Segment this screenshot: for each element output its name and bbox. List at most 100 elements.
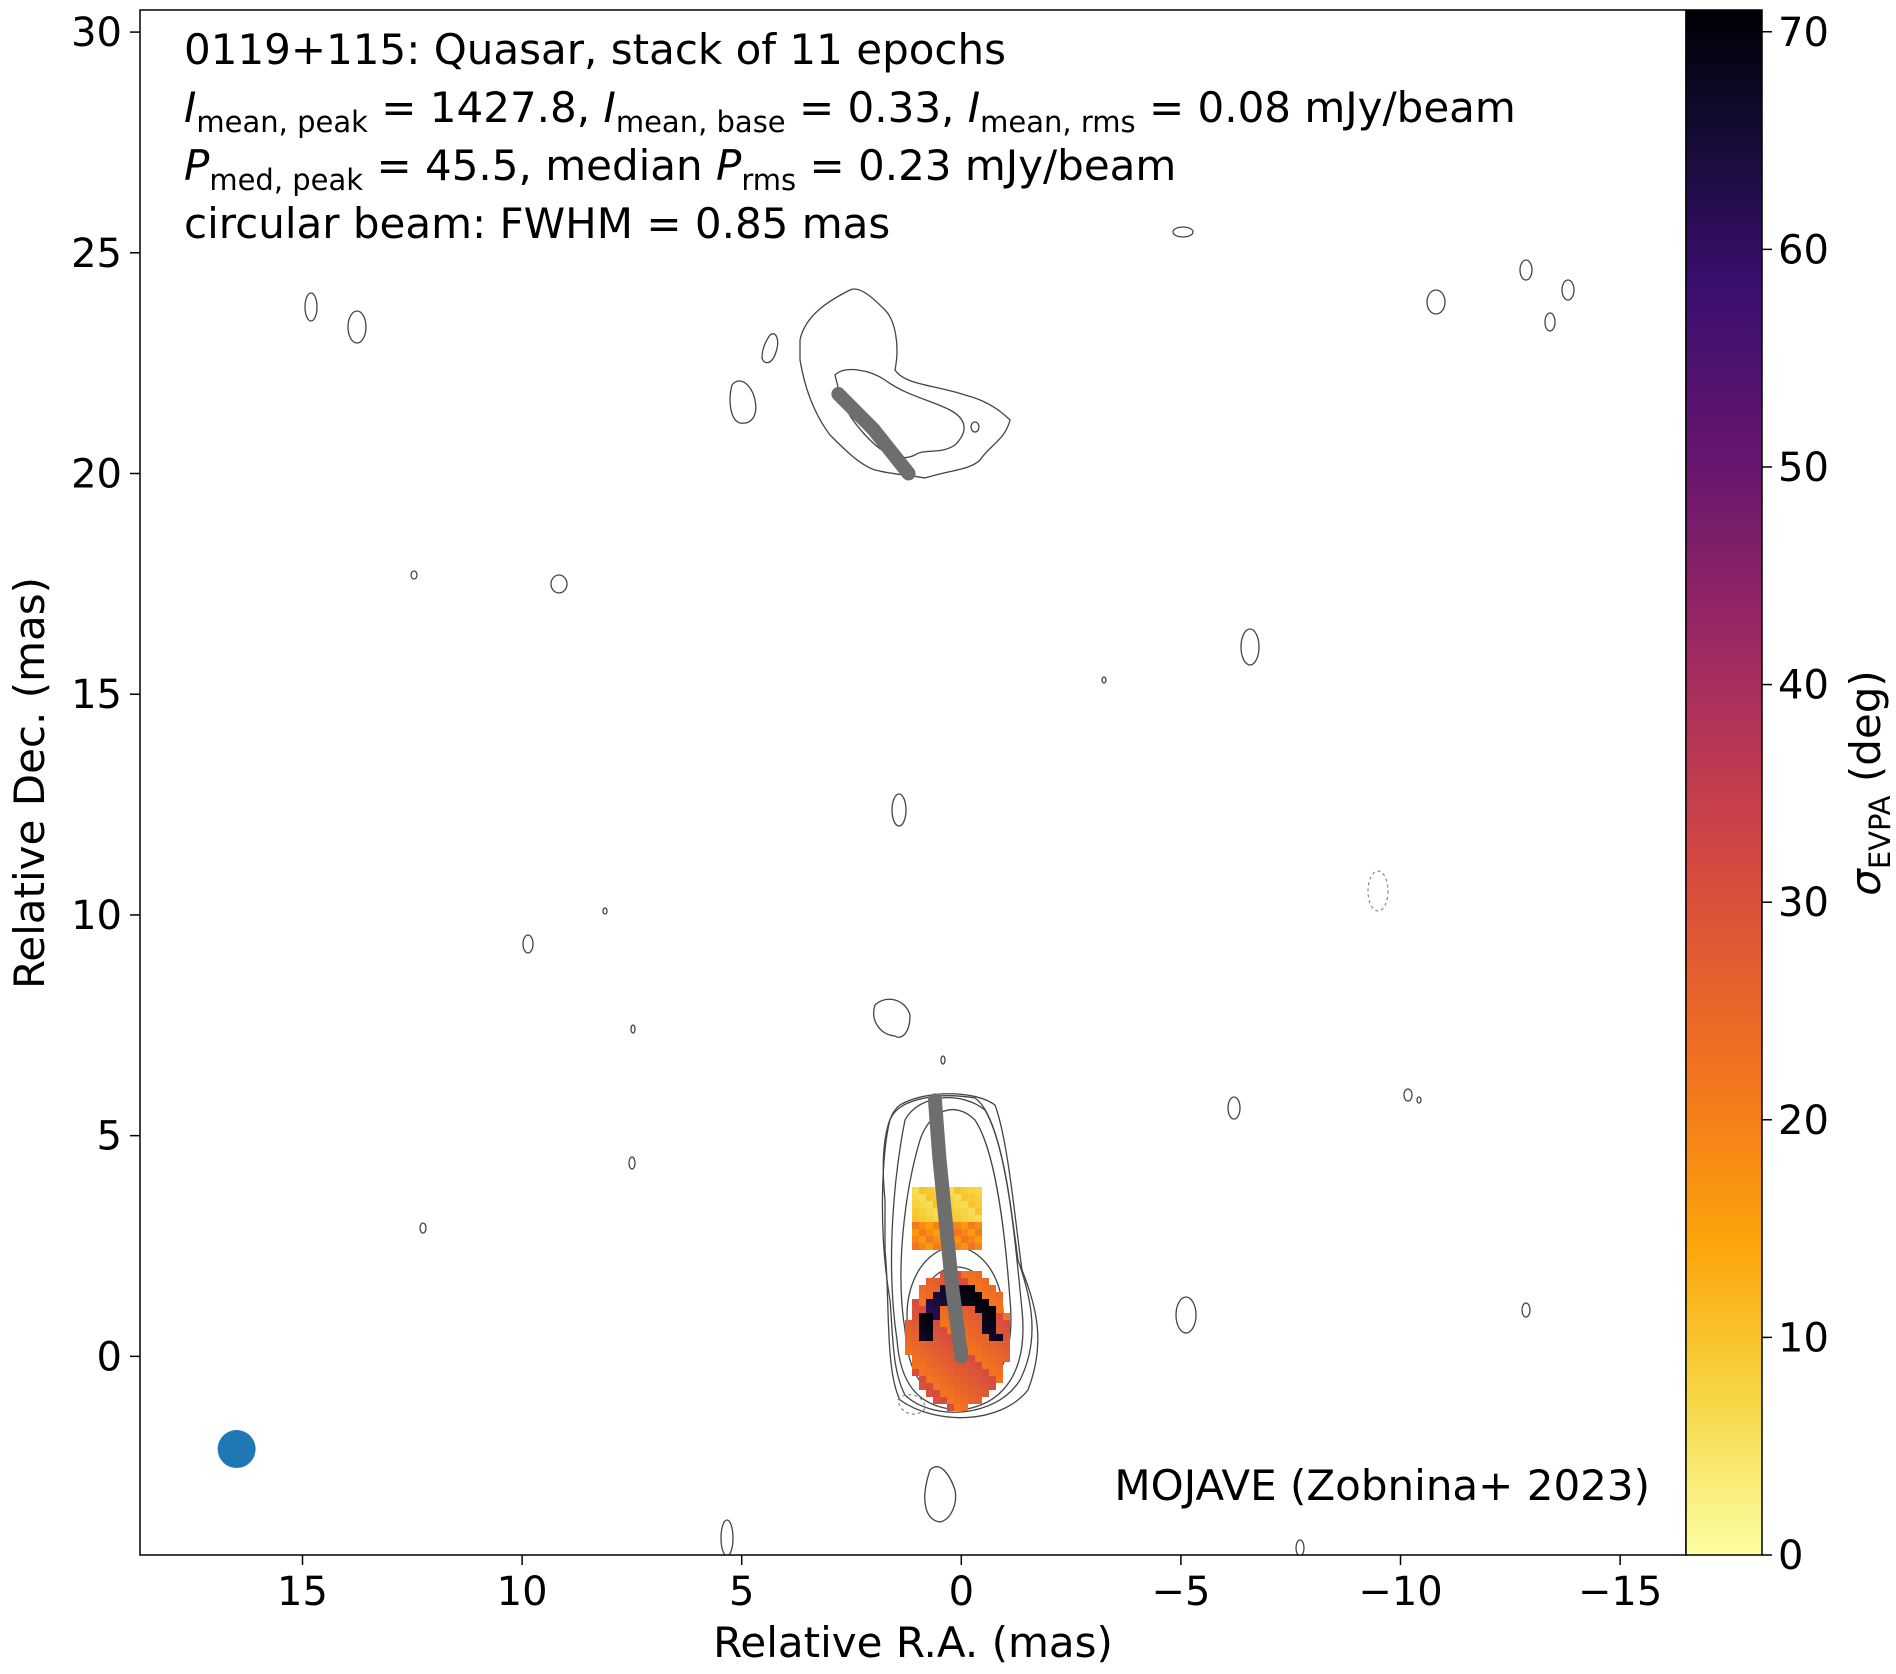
heatmap-cell (989, 1334, 996, 1341)
heatmap-cell (947, 1362, 954, 1369)
heatmap-cell (940, 1362, 947, 1369)
colorbar-tick-label: 40 (1778, 663, 1829, 709)
heatmap-cell (926, 1320, 933, 1327)
jet-ridgeline (927, 1093, 969, 1364)
heatmap-cell (947, 1355, 954, 1362)
heatmap-cell (933, 1397, 940, 1404)
heatmap-cell (940, 1376, 947, 1383)
heatmap-cell (905, 1320, 912, 1327)
heatmap-cell (975, 1327, 982, 1334)
heatmap-cell (926, 1299, 933, 1306)
heatmap-cell (996, 1341, 1003, 1348)
heatmap-cell (905, 1327, 912, 1334)
colorbar-tick-label: 50 (1778, 445, 1829, 491)
heatmap-cell (968, 1285, 975, 1292)
heatmap-cell (961, 1222, 968, 1229)
heatmap-cell (940, 1397, 947, 1404)
heatmap-cell (968, 1313, 975, 1320)
heatmap-cell (919, 1299, 926, 1306)
heatmap-cell (919, 1208, 926, 1215)
heatmap-cell (975, 1341, 982, 1348)
x-tick-label: 0 (949, 1569, 974, 1615)
heatmap-cell (947, 1390, 954, 1397)
y-axis-label: Relative Dec. (mas) (5, 577, 54, 989)
heatmap-cell (961, 1362, 968, 1369)
heatmap-cell (940, 1320, 947, 1327)
heatmap-cell (975, 1236, 982, 1243)
x-tick-label: −10 (1358, 1569, 1442, 1615)
heatmap-cell (919, 1327, 926, 1334)
heatmap-cell (975, 1369, 982, 1376)
heatmap-cell (989, 1327, 996, 1334)
heatmap-cell (989, 1362, 996, 1369)
heatmap-cell (996, 1348, 1003, 1355)
heatmap-cell (996, 1320, 1003, 1327)
heatmap-cell (961, 1187, 968, 1194)
heatmap-cell (968, 1376, 975, 1383)
heatmap-cell (989, 1355, 996, 1362)
heatmap-cell (961, 1271, 968, 1278)
jet-contours (729, 288, 1011, 479)
heatmap-cell (975, 1215, 982, 1222)
heatmap-cell (933, 1383, 940, 1390)
heatmap-cell (926, 1341, 933, 1348)
heatmap-cell (975, 1271, 982, 1278)
heatmap-cell (933, 1208, 940, 1215)
heatmap-cell (975, 1285, 982, 1292)
heatmap-cell (912, 1229, 919, 1236)
x-tick-label: 10 (497, 1569, 548, 1615)
heatmap-cell (933, 1320, 940, 1327)
heatmap-cell (940, 1355, 947, 1362)
heatmap-cell (940, 1383, 947, 1390)
heatmap-cell (912, 1313, 919, 1320)
heatmap-cell (996, 1306, 1003, 1313)
heatmap-cell (996, 1299, 1003, 1306)
heatmap-cell (940, 1334, 947, 1341)
heatmap-cell (968, 1222, 975, 1229)
heatmap-cell (933, 1334, 940, 1341)
heatmap-cell (933, 1278, 940, 1285)
heatmap-cell (926, 1355, 933, 1362)
heatmap-cell (954, 1236, 961, 1243)
heatmap-cell (919, 1369, 926, 1376)
heatmap-cell (968, 1327, 975, 1334)
heatmap-cell (968, 1390, 975, 1397)
x-tick-label: −5 (1151, 1569, 1210, 1615)
heatmap-cell (989, 1341, 996, 1348)
heatmap-cell (926, 1327, 933, 1334)
heatmap-cell (982, 1348, 989, 1355)
heatmap-cell (933, 1292, 940, 1299)
heatmap-cell (968, 1201, 975, 1208)
heatmap-cell (975, 1201, 982, 1208)
heatmap-cell (926, 1229, 933, 1236)
heatmap-cell (996, 1376, 1003, 1383)
heatmap-cell (933, 1215, 940, 1222)
heatmap-cell (996, 1334, 1003, 1341)
heatmap-cell (1003, 1313, 1010, 1320)
heatmap-cell (912, 1355, 919, 1362)
heatmap-cell (996, 1292, 1003, 1299)
heatmap-cell (1003, 1320, 1010, 1327)
heatmap-cell (996, 1362, 1003, 1369)
heatmap-cell (961, 1397, 968, 1404)
heatmap-cell (947, 1348, 954, 1355)
y-tick-label: 0 (97, 1334, 122, 1380)
heatmap-cell (982, 1362, 989, 1369)
heatmap-cell (919, 1222, 926, 1229)
heatmap-cell (961, 1369, 968, 1376)
heatmap-cell (912, 1194, 919, 1201)
heatmap-cell (989, 1376, 996, 1383)
heatmap-cell (905, 1348, 912, 1355)
heatmap-cell (968, 1194, 975, 1201)
y-tick-label: 10 (71, 893, 122, 939)
beam-ellipse (217, 1430, 256, 1469)
heatmap-cell (926, 1306, 933, 1313)
heatmap-cell (968, 1355, 975, 1362)
heatmap-cell (968, 1271, 975, 1278)
heatmap-cell (982, 1327, 989, 1334)
heatmap-cell (926, 1236, 933, 1243)
heatmap-cell (933, 1299, 940, 1306)
heatmap-cell (968, 1397, 975, 1404)
heatmap-cell (912, 1243, 919, 1250)
heatmap-cell (982, 1292, 989, 1299)
